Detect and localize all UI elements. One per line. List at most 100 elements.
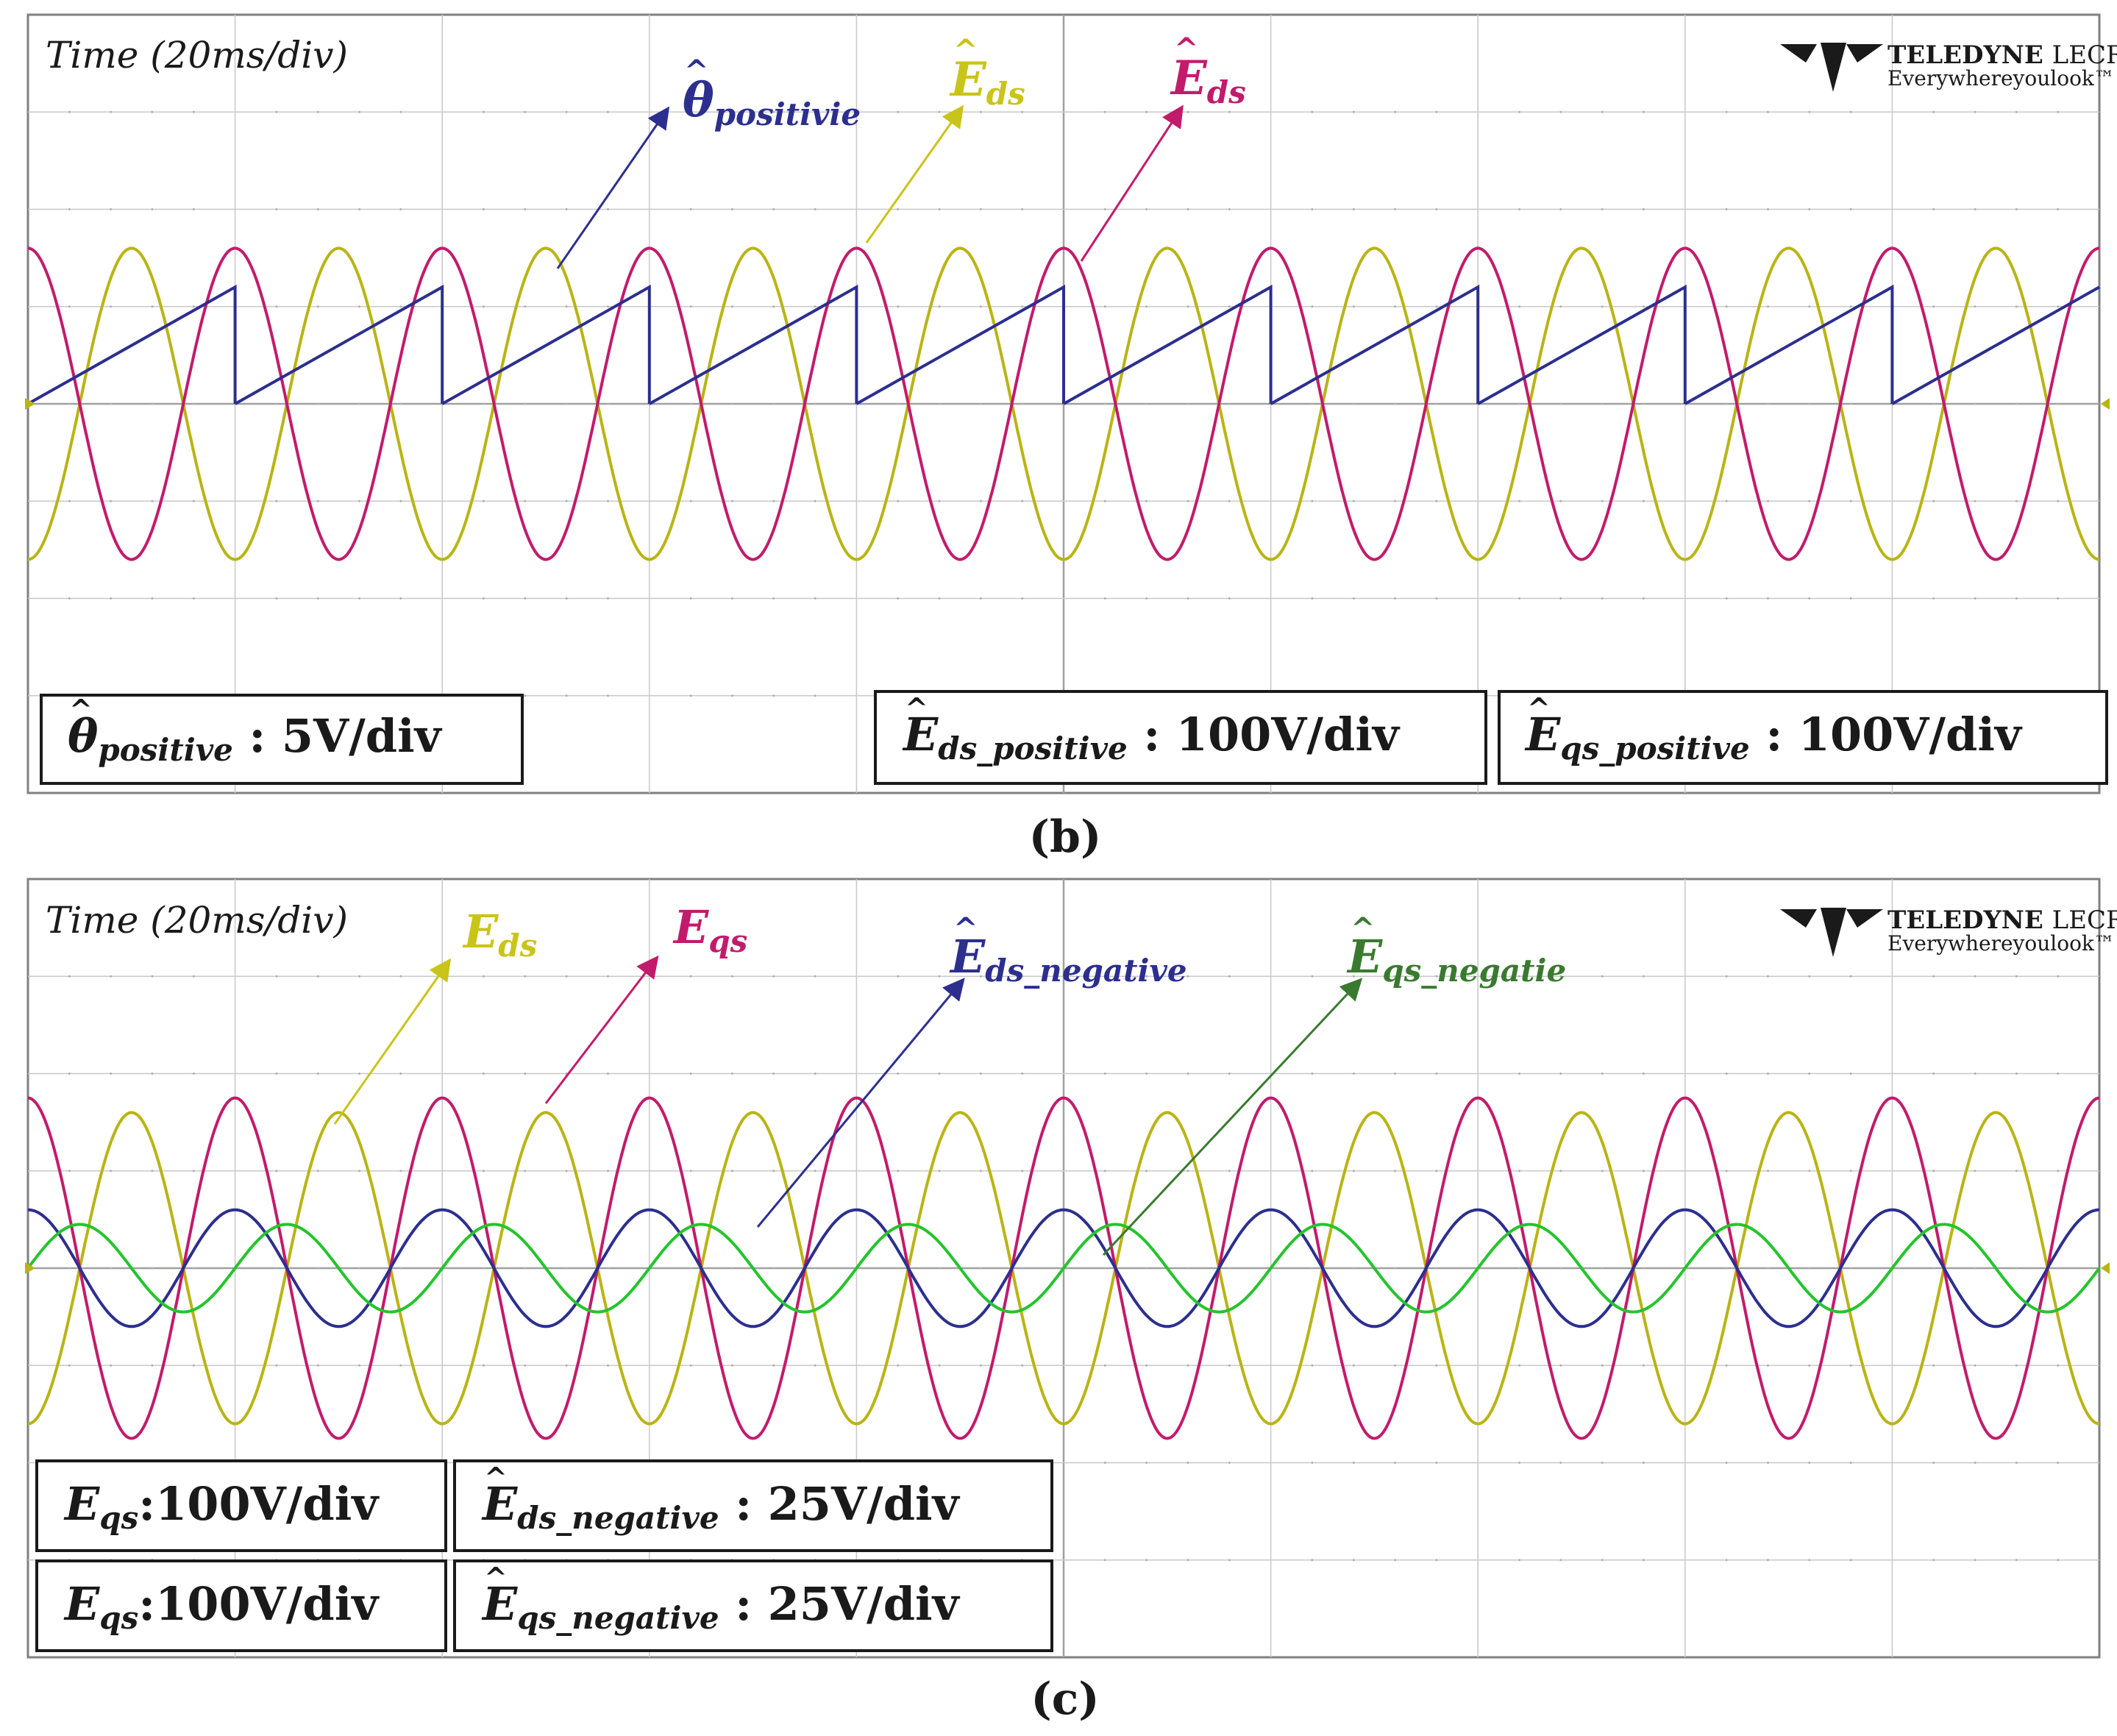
grid-dot xyxy=(1186,1559,1189,1562)
grid-dot xyxy=(1103,110,1106,113)
grid-dot xyxy=(938,110,941,113)
grid-dot xyxy=(730,694,733,697)
grid-dot xyxy=(358,208,361,210)
grid-dot xyxy=(606,1072,609,1075)
grid-dot xyxy=(1352,305,1355,308)
teledyne-logo-icon xyxy=(1780,43,1883,92)
grid-dot xyxy=(1518,402,1521,405)
logo-brand-main: TELEDYNE LECROY xyxy=(1887,40,2117,70)
grid-dot xyxy=(1435,1267,1438,1270)
grid-dot xyxy=(192,402,195,405)
grid-dot xyxy=(1186,1072,1189,1075)
grid-dot xyxy=(772,110,775,113)
grid-dot xyxy=(2057,597,2060,600)
grid-dot xyxy=(1103,1267,1106,1270)
grid-dot xyxy=(1849,1364,1852,1367)
grid-dot xyxy=(814,1072,816,1075)
grid-dot xyxy=(1145,1364,1148,1367)
grid-dot xyxy=(1394,305,1397,308)
grid-dot xyxy=(1974,1072,1977,1075)
grid-dot xyxy=(1186,402,1189,405)
grid-dot xyxy=(1435,499,1438,502)
grid-dot xyxy=(275,208,278,210)
grid-dot xyxy=(814,1170,816,1173)
grid-dot xyxy=(1808,208,1811,210)
grid-dot xyxy=(2057,110,2060,113)
grid-dot xyxy=(1186,975,1189,978)
grid-dot xyxy=(151,1364,154,1367)
grid-dot xyxy=(730,1267,733,1270)
trace-e-ds-negative xyxy=(28,1208,2099,1328)
grid-dot xyxy=(897,975,900,978)
panel-c-logo: TELEDYNE LECROY Everywhereyoulook™ xyxy=(1780,906,2117,957)
grid-dot xyxy=(897,208,900,210)
grid-dot xyxy=(1849,1559,1852,1562)
grid-dot xyxy=(772,499,775,502)
svg-text:^: ^ xyxy=(1527,691,1551,725)
grid-dot xyxy=(192,1072,195,1075)
grid-dot xyxy=(565,208,568,210)
grid-dot xyxy=(1974,1364,1977,1367)
grid-dot xyxy=(1601,499,1604,502)
grid-dot xyxy=(151,208,154,210)
grid-dot xyxy=(1228,402,1231,405)
grid-dot xyxy=(1103,1462,1106,1464)
grid-dot xyxy=(358,597,361,600)
grid-dot xyxy=(1021,208,1024,210)
panel-b-scope: Time (20ms/div) TELEDYNE LECROY Everywhe… xyxy=(25,13,2117,863)
grid-dot xyxy=(1394,1364,1397,1367)
grid-dot xyxy=(399,305,402,308)
grid-dot xyxy=(1394,597,1397,600)
grid-dot xyxy=(772,1364,775,1367)
grid-dot xyxy=(1352,110,1355,113)
grid-dot xyxy=(1103,499,1106,502)
scale-eqs-2-text: Eqs:100V/div xyxy=(63,1577,380,1636)
grid-dot xyxy=(316,110,319,113)
grid-dot xyxy=(772,597,775,600)
annotation-eqs: Eqs xyxy=(544,900,747,1104)
grid-dot xyxy=(1808,1462,1811,1464)
grid-dot xyxy=(399,499,402,502)
grid-dot xyxy=(689,499,692,502)
grid-dot xyxy=(110,402,113,405)
grid-dot xyxy=(151,1072,154,1075)
grid-dot xyxy=(1974,402,1977,405)
scale-box-eqs-1: Eqs:100V/div xyxy=(35,1459,447,1552)
grid-dot xyxy=(1103,1072,1106,1075)
grid-dot xyxy=(1601,1462,1604,1464)
grid-dot xyxy=(814,597,816,600)
grid-dot xyxy=(772,694,775,697)
grid-dot xyxy=(565,402,568,405)
grid-dot xyxy=(1394,1462,1397,1464)
annotation-eds: Eds xyxy=(333,905,537,1125)
grid-dot xyxy=(1849,499,1852,502)
grid-dot xyxy=(565,499,568,502)
grid-dot xyxy=(68,1267,71,1270)
grid-dot xyxy=(979,305,982,308)
grid-dot xyxy=(2015,975,2018,978)
grid-dot xyxy=(192,597,195,600)
grid-dot xyxy=(1103,1364,1106,1367)
grid-dot xyxy=(1559,1462,1562,1464)
grid-dot xyxy=(1145,1559,1148,1562)
grid-dot xyxy=(399,975,402,978)
grid-dot xyxy=(1021,1072,1024,1075)
grid-dot xyxy=(1435,208,1438,210)
grid-dot xyxy=(938,499,941,502)
scale-eqs-negative-text: Eqs_negative : 25V/div xyxy=(481,1577,961,1636)
scale-box-eqs-2: Eqs:100V/div xyxy=(35,1559,447,1652)
ground-marker-right xyxy=(2101,398,2110,410)
grid-dot xyxy=(1186,1170,1189,1173)
grid-dot xyxy=(275,1364,278,1367)
grid-dot xyxy=(1601,305,1604,308)
grid-dot xyxy=(192,208,195,210)
grid-dot xyxy=(606,305,609,308)
grid-dot xyxy=(524,402,527,405)
grid-dot xyxy=(1518,208,1521,210)
grid-dot xyxy=(689,694,692,697)
grid-dot xyxy=(1021,305,1024,308)
grid-dot xyxy=(275,597,278,600)
scale-box-eds-negative: Eds_negative : 25V/div ^ xyxy=(453,1459,1053,1552)
grid-dot xyxy=(1228,1072,1231,1075)
annotation-eqs-negative: Eqs_negatie ^ xyxy=(1102,911,1566,1256)
